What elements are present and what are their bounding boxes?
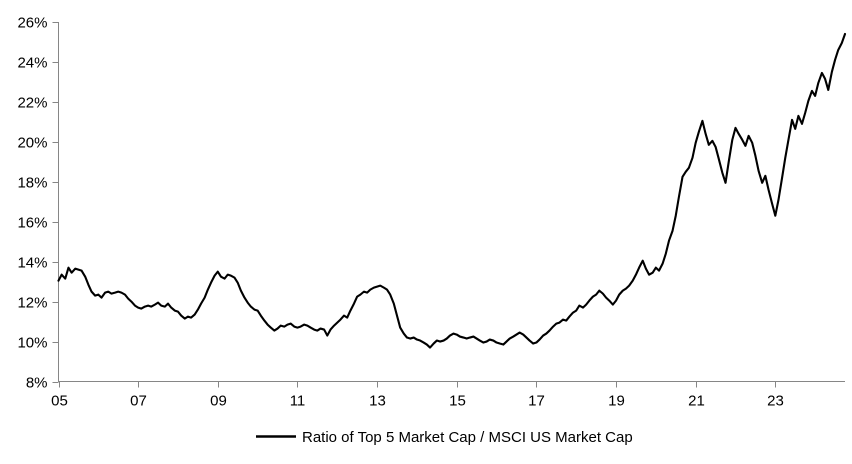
legend-label: Ratio of Top 5 Market Cap / MSCI US Mark… bbox=[302, 429, 633, 446]
x-tick-label: 21 bbox=[688, 393, 705, 410]
x-tick-label: 09 bbox=[210, 393, 227, 410]
y-tick-label: 22% bbox=[17, 95, 47, 112]
y-tick-label: 24% bbox=[17, 55, 47, 72]
y-tick-label: 8% bbox=[26, 375, 48, 392]
x-tick-label: 15 bbox=[449, 393, 466, 410]
x-tick-label: 13 bbox=[369, 393, 386, 410]
x-tick-label: 11 bbox=[290, 393, 306, 410]
x-axis-tick-labels: 05 07 09 11 13 15 17 19 21 23 bbox=[51, 393, 784, 410]
y-tick-label: 20% bbox=[17, 135, 47, 152]
y-tick-label: 14% bbox=[17, 255, 47, 272]
y-axis-tick-marks bbox=[52, 21, 59, 384]
x-tick-label: 07 bbox=[130, 393, 147, 410]
x-tick-label: 19 bbox=[608, 393, 625, 410]
y-axis-tick-labels: 8% 10% 12% 14% 16% 18% 20% 22% 24% 26% bbox=[17, 15, 47, 392]
y-tick-label: 10% bbox=[17, 335, 47, 352]
y-tick-label: 16% bbox=[17, 215, 47, 232]
data-series-line bbox=[57, 32, 847, 349]
y-tick-label: 18% bbox=[17, 175, 47, 192]
x-axis-tick-marks bbox=[58, 381, 777, 388]
x-tick-label: 05 bbox=[51, 393, 68, 410]
y-tick-label: 12% bbox=[17, 295, 47, 312]
x-tick-label: 17 bbox=[528, 393, 545, 410]
y-tick-label: 26% bbox=[17, 15, 47, 32]
x-tick-label: 23 bbox=[767, 393, 784, 410]
